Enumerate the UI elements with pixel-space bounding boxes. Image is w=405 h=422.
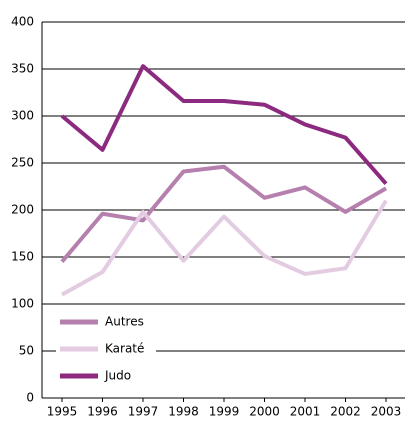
x-tick-label: 2001 (290, 405, 321, 419)
x-tick-label: 1999 (209, 405, 240, 419)
line (61, 199, 388, 297)
x-tick-label: 2003 (371, 405, 402, 419)
y-tick-label: 50 (19, 344, 34, 358)
y-tick-label: 300 (11, 109, 34, 123)
y-tick-label: 150 (11, 250, 34, 264)
y-tick-label: 200 (11, 203, 34, 217)
x-tick-label: 1996 (87, 405, 118, 419)
x-tick-label: 2002 (330, 405, 361, 419)
legend-bg (56, 340, 156, 358)
legend-label: Judo (104, 369, 131, 383)
line (60, 164, 388, 263)
x-tick-label: 1997 (128, 405, 159, 419)
x-tick-label: 2000 (249, 405, 280, 419)
legend-bg (56, 313, 156, 331)
y-tick-label: 0 (26, 391, 34, 405)
legend-bg (56, 367, 156, 385)
y-tick-label: 400 (11, 15, 34, 29)
x-tick-label: 1998 (168, 405, 199, 419)
legend-label: Karaté (105, 342, 144, 356)
y-tick-label: 350 (11, 62, 34, 76)
x-tick-label: 1995 (47, 405, 78, 419)
legend-label: Autres (105, 315, 144, 329)
y-tick-label: 100 (11, 297, 34, 311)
line (60, 64, 388, 186)
y-tick-label: 250 (11, 156, 34, 170)
